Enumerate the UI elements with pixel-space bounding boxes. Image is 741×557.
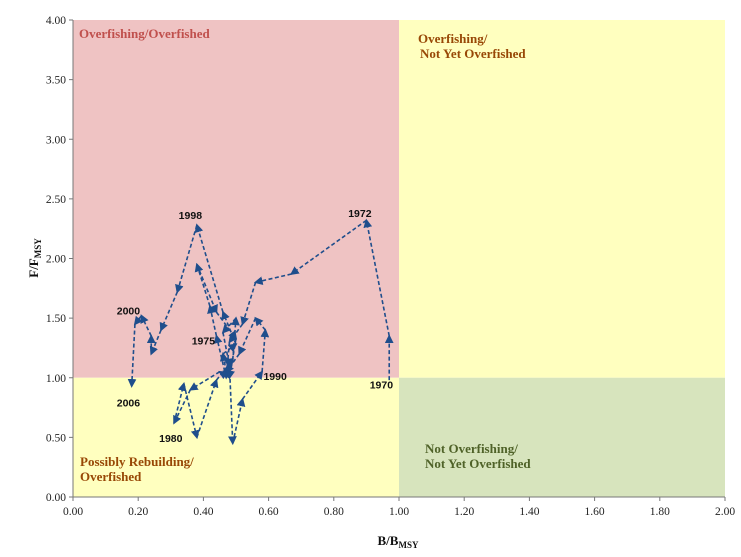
year-label-1990: 1990 [263, 371, 287, 383]
quadrant-label-1: Overfishing/Not Yet Overfished [418, 31, 526, 61]
y-tick-label: 0.00 [46, 492, 66, 504]
trajectory-segment [260, 328, 270, 372]
x-tick-label: 1.20 [454, 506, 474, 518]
quadrants: Overfishing/Overfished Overfishing/Not Ye… [73, 20, 725, 497]
x-tick-label: 1.80 [650, 506, 670, 518]
year-label-1998: 1998 [179, 210, 203, 222]
trajectory-segment [221, 310, 237, 345]
x-tick-label: 0.80 [324, 506, 344, 518]
trajectory-segment [194, 223, 224, 313]
y-axis-title: F/FMSY [26, 238, 43, 278]
y-tick-label: 2.50 [46, 194, 66, 206]
x-tick-label: 0.00 [63, 506, 83, 518]
trajectory-segment [363, 218, 391, 337]
axis-titles: B/BMSY F/FMSY [26, 238, 419, 550]
trajectory-segment [183, 383, 200, 440]
quadrant-3 [399, 377, 725, 497]
y-tick-label: 2.00 [46, 254, 66, 266]
year-label-1975: 1975 [192, 335, 216, 347]
trajectory-segment [221, 317, 237, 334]
trajectory-segment [175, 224, 198, 294]
x-tick-label: 0.20 [128, 506, 148, 518]
trajectory-segment [196, 378, 219, 438]
trajectory [127, 218, 394, 446]
trajectory-segment [207, 304, 218, 337]
y-tick-label: 4.00 [46, 15, 66, 27]
trajectory-segment [188, 371, 221, 391]
axes: 0.00 0.50 1.00 1.50 2.00 2.50 3.00 3.50 4.00 0.00… [46, 15, 735, 518]
trajectory-segment [240, 282, 257, 326]
y-tick-label: 3.50 [46, 75, 66, 87]
trajectory-segment [225, 353, 240, 374]
x-tick-label: 2.00 [715, 506, 735, 518]
y-tick-label: 1.00 [46, 373, 66, 385]
year-label-2006: 2006 [117, 397, 141, 409]
quadrant-label-3: Not Overfishing/Not Yet Overfished [425, 441, 531, 471]
year-label-1970: 1970 [370, 379, 394, 391]
trajectory-segment [238, 317, 257, 356]
x-tick-label: 1.40 [519, 506, 539, 518]
trajectory-segment [219, 352, 229, 372]
x-tick-label: 0.60 [259, 506, 279, 518]
year-label-1980: 1980 [159, 433, 183, 445]
trajectory-segment [289, 219, 367, 276]
trajectory-segment [254, 316, 266, 331]
year-label-2000: 2000 [117, 306, 141, 318]
trajectory-segment [231, 397, 246, 444]
x-tick-label: 1.00 [389, 506, 409, 518]
x-tick-label: 0.40 [193, 506, 213, 518]
trajectory-segment [196, 264, 218, 314]
trajectory-segment [159, 291, 179, 332]
y-tick-label: 3.00 [46, 134, 66, 146]
trajectory-segment [222, 343, 238, 355]
x-tick-label: 1.60 [585, 506, 605, 518]
trajectory-segment [149, 329, 162, 356]
year-label-1972: 1972 [348, 208, 372, 220]
trajectory-segment [133, 315, 143, 326]
quadrant-1 [399, 20, 725, 378]
trajectory-segment [140, 314, 152, 337]
x-axis-title: B/BMSY [378, 533, 419, 550]
quadrant-label-2: Possibly Rebuilding/Overfished [80, 454, 194, 484]
quadrant-label-0: Overfishing/Overfished [79, 26, 210, 41]
y-tick-label: 0.50 [46, 432, 66, 444]
trajectory-segment [127, 324, 137, 388]
trajectory-segment [173, 382, 187, 424]
annotations: 1970 1972 1975 1980 1990 1998 2000 2006 [117, 208, 393, 445]
y-tick-label: 1.50 [46, 313, 66, 325]
trajectory-segment [228, 323, 244, 344]
trajectory-segment [231, 316, 240, 360]
trajectory-segment [241, 370, 264, 400]
